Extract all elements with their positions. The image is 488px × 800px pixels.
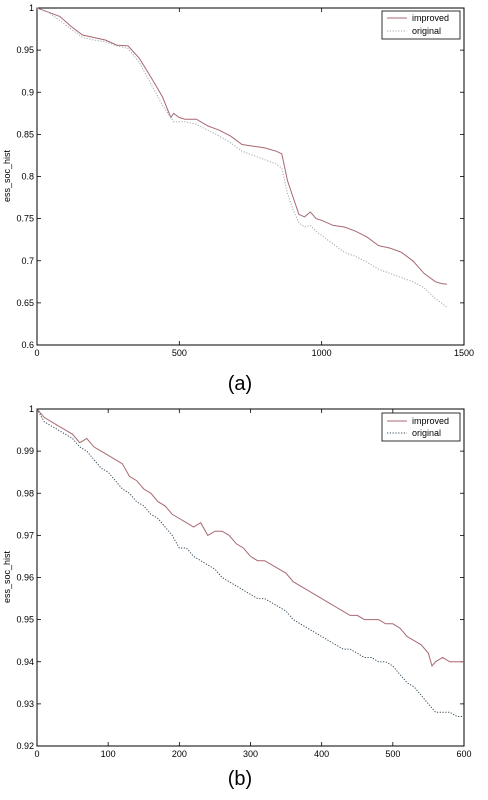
y-tick-label-a-3: 0.75 — [16, 214, 34, 224]
y-tick-label-a-5: 0.85 — [16, 129, 34, 139]
y-tick-label-b-1: 0.93 — [16, 699, 34, 709]
legend-label-original-b: original — [412, 428, 441, 438]
x-tick-label-a-2: 1000 — [312, 348, 332, 358]
plot-frame-a — [36, 7, 465, 346]
series-group-b — [36, 408, 464, 717]
x-tick-label-b-1: 100 — [101, 749, 116, 759]
y-tick-label-a-2: 0.7 — [21, 256, 34, 266]
y-tick-label-a-4: 0.8 — [21, 172, 34, 182]
y-axis-label-a: ess_soc_hist — [2, 149, 12, 202]
legend-label-original-a: original — [412, 26, 441, 36]
x-tick-label-b-5: 500 — [385, 749, 400, 759]
legend-label-improved-a: improved — [412, 13, 449, 23]
y-tick-label-b-2: 0.94 — [16, 657, 34, 667]
legend-a: improved original — [381, 10, 461, 40]
y-tick-label-b-0: 0.92 — [16, 741, 34, 751]
chart-a: 0 500 1000 1500 0.6 0.65 0.7 0.75 0.8 0.85 0.9 0.95… — [2, 3, 474, 395]
x-tick-label-a-0: 0 — [34, 348, 39, 358]
y-tick-label-a-7: 0.95 — [16, 45, 34, 55]
y-tick-label-b-7: 0.99 — [16, 446, 34, 456]
x-tick-label-a-1: 500 — [172, 348, 187, 358]
x-tick-label-b-3: 300 — [243, 749, 258, 759]
series-line-original-a — [36, 7, 448, 308]
plot-frame-b — [36, 408, 465, 747]
y-tick-label-b-6: 0.98 — [16, 488, 34, 498]
y-tick-label-b-8: 1 — [29, 404, 34, 414]
y-tick-label-b-5: 0.97 — [16, 530, 34, 540]
y-axis-label-b: ess_soc_hist — [2, 550, 12, 603]
legend-b: improved original — [381, 412, 461, 442]
legend-box-b — [381, 412, 461, 442]
caption-b: (b) — [228, 768, 252, 790]
tick-group-a: 0 500 1000 1500 0.6 0.65 0.7 0.75 0.8 0.85 0.9 0.95… — [16, 3, 474, 358]
caption-a: (a) — [228, 373, 252, 395]
y-tick-label-a-0: 0.6 — [21, 340, 34, 350]
y-tick-label-b-4: 0.96 — [16, 573, 34, 583]
series-line-improved-a — [36, 7, 447, 285]
tick-group-b: 0 100 200 300 400 500 600 0.92 0.93 0.94 0.95 0.96 0… — [16, 404, 471, 759]
x-tick-label-b-6: 600 — [456, 749, 471, 759]
series-line-improved-b — [36, 408, 464, 668]
x-tick-label-b-0: 0 — [34, 749, 39, 759]
chart-b: 0 100 200 300 400 500 600 0.92 0.93 0.94 0.95 0.96 0… — [2, 404, 472, 790]
series-group-a — [36, 7, 448, 308]
x-tick-label-a-3: 1500 — [454, 348, 474, 358]
x-tick-label-b-2: 200 — [172, 749, 187, 759]
legend-label-improved-b: improved — [412, 416, 449, 426]
x-tick-label-b-4: 400 — [314, 749, 329, 759]
y-tick-label-a-1: 0.65 — [16, 298, 34, 308]
y-tick-label-a-6: 0.9 — [21, 87, 34, 97]
legend-box-a — [381, 10, 461, 40]
y-tick-label-a-8: 1 — [29, 3, 34, 13]
y-tick-label-b-3: 0.95 — [16, 615, 34, 625]
